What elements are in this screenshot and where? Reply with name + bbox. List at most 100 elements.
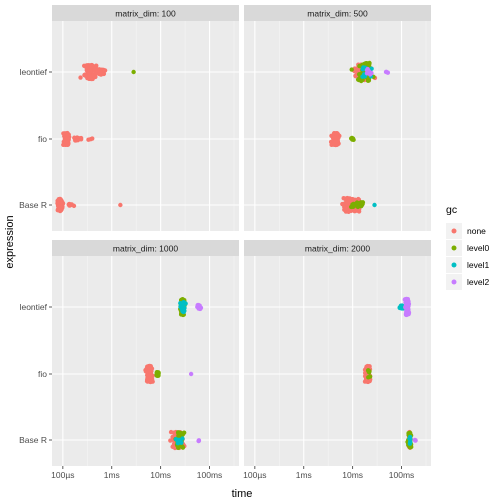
data-point bbox=[413, 438, 418, 443]
data-point bbox=[372, 202, 377, 208]
data-point bbox=[407, 440, 413, 446]
data-point bbox=[340, 201, 345, 207]
strip-background bbox=[52, 240, 239, 256]
x-tick-label: 100ms bbox=[389, 470, 415, 480]
data-point bbox=[61, 131, 66, 136]
data-point bbox=[181, 305, 186, 310]
y-tick-label: fio bbox=[38, 134, 47, 144]
legend-entry: none bbox=[446, 223, 486, 239]
data-point bbox=[89, 63, 94, 69]
legend-entry: level2 bbox=[446, 274, 489, 290]
data-point bbox=[181, 430, 187, 435]
x-tick-label: 100µs bbox=[243, 470, 266, 480]
legend-label: none bbox=[467, 226, 486, 236]
data-point bbox=[349, 67, 354, 72]
y-tick-label: leontief bbox=[20, 67, 48, 77]
data-point bbox=[384, 69, 389, 75]
data-point bbox=[181, 308, 187, 314]
legend-entry: level0 bbox=[446, 240, 489, 256]
data-point bbox=[102, 68, 108, 73]
data-point bbox=[147, 373, 153, 378]
data-point bbox=[351, 198, 357, 203]
data-point bbox=[403, 305, 409, 310]
x-tick-label: 1ms bbox=[104, 470, 120, 480]
y-tick-label: leontief bbox=[20, 302, 48, 312]
data-point bbox=[365, 66, 370, 72]
data-point bbox=[188, 371, 194, 377]
panel-background bbox=[244, 21, 431, 231]
x-tick-label: 10ms bbox=[342, 470, 363, 480]
data-point bbox=[56, 204, 62, 209]
data-point bbox=[84, 63, 89, 68]
facet-panel: matrix_dim: 100 Base R fio leontief bbox=[19, 5, 239, 231]
data-point bbox=[87, 74, 92, 79]
data-point bbox=[367, 369, 372, 374]
strip-background bbox=[244, 5, 431, 21]
x-tick-label: 100µs bbox=[51, 470, 74, 480]
x-tick-label: 100ms bbox=[197, 470, 223, 480]
data-point bbox=[75, 138, 81, 143]
legend-label: level1 bbox=[467, 260, 489, 270]
x-tick-label: 1ms bbox=[296, 470, 312, 480]
data-point bbox=[350, 136, 356, 141]
data-point bbox=[173, 436, 179, 442]
data-point bbox=[360, 77, 365, 83]
legend-swatch bbox=[451, 245, 457, 251]
legend-label: level0 bbox=[467, 243, 489, 253]
data-point bbox=[155, 371, 160, 376]
legend-swatch bbox=[451, 262, 457, 268]
data-point bbox=[197, 303, 202, 308]
data-point bbox=[176, 430, 181, 436]
legend-swatch bbox=[451, 279, 457, 285]
data-point bbox=[366, 375, 371, 380]
legend-entry: level1 bbox=[446, 257, 489, 273]
data-point bbox=[405, 297, 410, 303]
data-point bbox=[148, 363, 153, 369]
data-point bbox=[145, 378, 151, 383]
x-tick-label: 10ms bbox=[150, 470, 171, 480]
data-point bbox=[147, 369, 153, 374]
legend-title: gc bbox=[446, 204, 457, 216]
data-point bbox=[406, 430, 411, 436]
panel-background bbox=[52, 21, 239, 231]
strip-label: matrix_dim: 100 bbox=[115, 9, 176, 19]
data-point bbox=[356, 76, 362, 81]
data-point bbox=[407, 434, 413, 440]
data-point bbox=[66, 202, 71, 207]
panel-background bbox=[244, 256, 431, 466]
data-point bbox=[350, 202, 355, 207]
data-point bbox=[85, 69, 91, 74]
y-tick-label: Base R bbox=[19, 435, 47, 445]
panel-background bbox=[52, 256, 239, 466]
data-point bbox=[403, 312, 409, 317]
legend: gc none level0 level1 level2 bbox=[446, 204, 489, 290]
y-tick-label: fio bbox=[38, 369, 47, 379]
data-point bbox=[118, 202, 123, 208]
data-point bbox=[131, 69, 136, 75]
data-point bbox=[83, 73, 88, 78]
legend-label: level2 bbox=[467, 277, 489, 287]
strip-background bbox=[244, 240, 431, 256]
data-point bbox=[93, 71, 98, 76]
strip-label: matrix_dim: 1000 bbox=[113, 244, 178, 254]
data-point bbox=[354, 201, 360, 207]
data-point bbox=[360, 201, 365, 207]
data-point bbox=[334, 135, 339, 140]
y-axis-title: expression bbox=[4, 215, 16, 268]
facet-panel: matrix_dim: 2000 100µs 1ms 10ms 100ms bbox=[243, 240, 431, 480]
strip-label: matrix_dim: 2000 bbox=[305, 244, 370, 254]
legend-swatch bbox=[451, 228, 457, 234]
data-point bbox=[365, 363, 370, 369]
data-point bbox=[65, 135, 70, 141]
x-axis-title: time bbox=[232, 488, 253, 500]
data-point bbox=[342, 207, 347, 212]
facet-panel: matrix_dim: 500 bbox=[244, 5, 431, 231]
data-point bbox=[183, 301, 188, 306]
y-tick-label: Base R bbox=[19, 200, 47, 210]
strip-background bbox=[52, 5, 239, 21]
data-point bbox=[72, 135, 77, 140]
data-point bbox=[64, 140, 69, 146]
data-point bbox=[78, 75, 83, 80]
